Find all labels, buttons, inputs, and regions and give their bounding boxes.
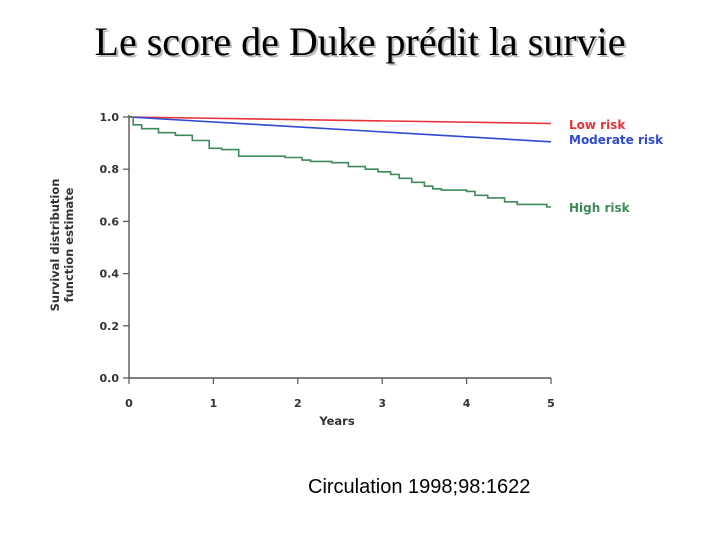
legend-label-low-risk: Low risk xyxy=(569,118,626,132)
legend-label-moderate-risk: Moderate risk xyxy=(569,133,664,147)
chart-axes xyxy=(128,115,551,379)
y-axis-title-line1: Survival distribution xyxy=(48,179,62,312)
chart-series-lines xyxy=(128,116,552,208)
chart-ticks: 0.0 0.2 0.4 0.6 0.8 1.0 0 1 2 3 4 5 xyxy=(100,111,555,410)
y-tick-label: 0.0 xyxy=(100,372,120,385)
series-line-high-risk xyxy=(129,116,551,208)
y-tick-label: 0.4 xyxy=(100,268,120,281)
slide-title: Le score de Duke prédit la survie xyxy=(94,19,626,64)
x-tick-label: 4 xyxy=(463,397,471,410)
y-tick-label: 0.2 xyxy=(100,320,120,333)
series-line-low-risk xyxy=(128,116,552,125)
x-axis-title: Years xyxy=(318,414,355,428)
series-line-moderate-risk xyxy=(128,116,552,143)
y-tick-label: 1.0 xyxy=(100,111,120,124)
x-tick-label: 3 xyxy=(378,397,386,410)
x-tick-label: 0 xyxy=(125,397,133,410)
y-tick-label: 0.6 xyxy=(100,215,120,228)
y-axis-title-line2: function estimate xyxy=(62,187,76,302)
x-tick-label: 1 xyxy=(210,397,218,410)
y-tick-label: 0.8 xyxy=(100,163,120,176)
x-tick-label: 2 xyxy=(294,397,302,410)
x-tick-label: 5 xyxy=(547,397,555,410)
legend-label-high-risk: High risk xyxy=(569,201,631,215)
citation-text: Circulation 1998;98:1622 xyxy=(308,476,531,498)
chart-axis-titles: Years Survival distribution function estim… xyxy=(48,179,355,428)
